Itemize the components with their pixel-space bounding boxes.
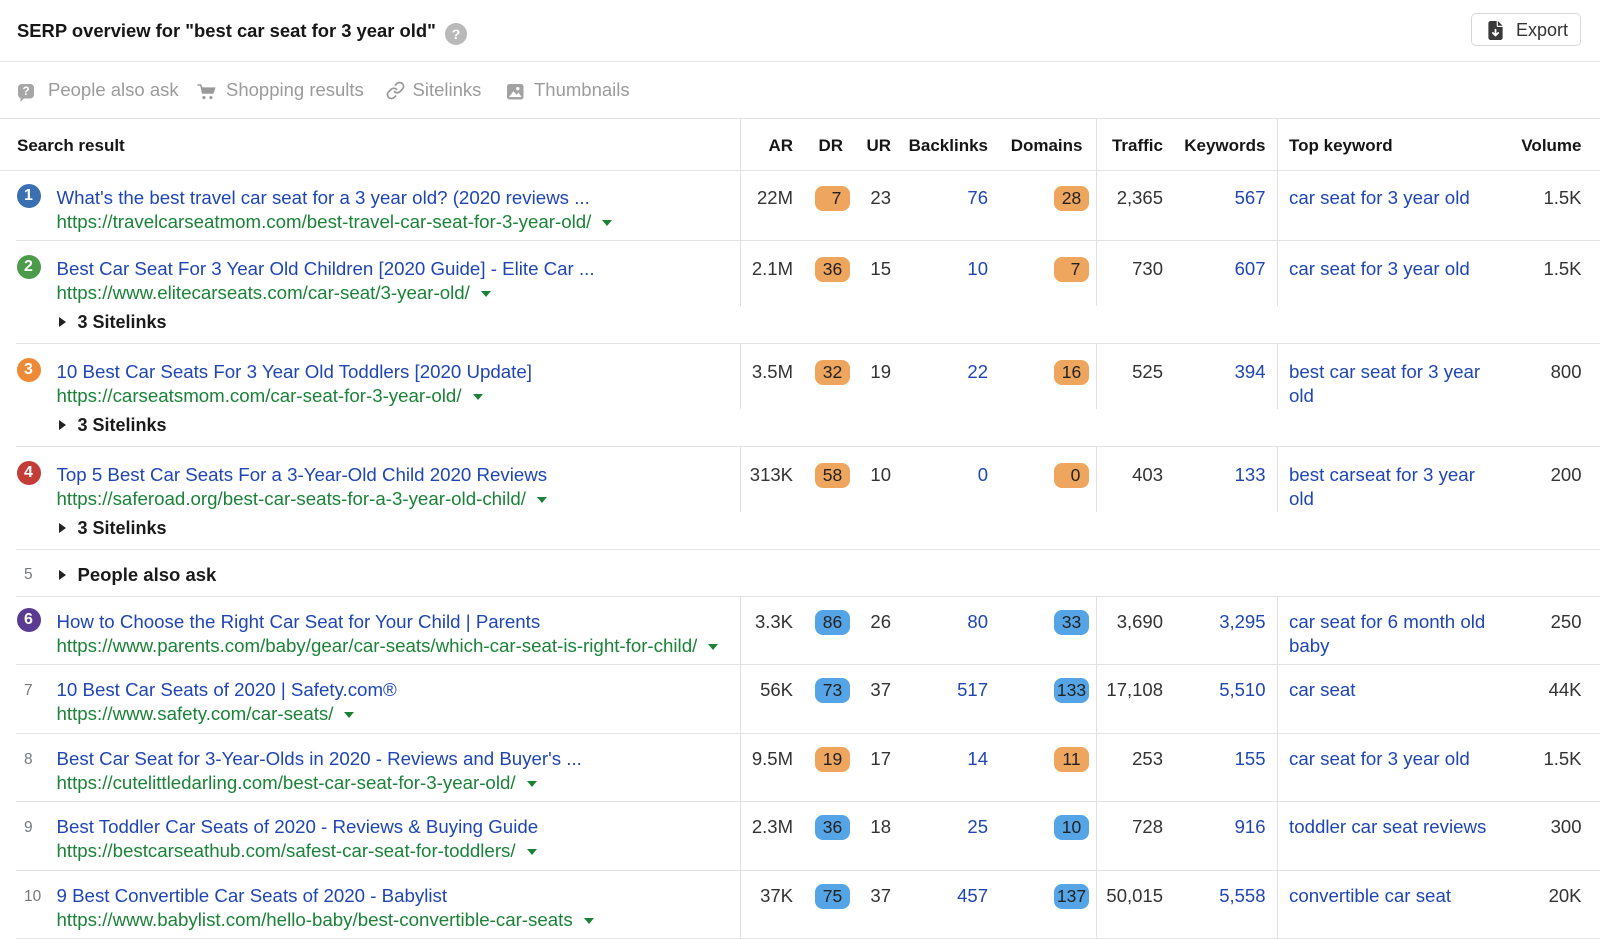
svg-text:?: ? — [22, 86, 29, 98]
